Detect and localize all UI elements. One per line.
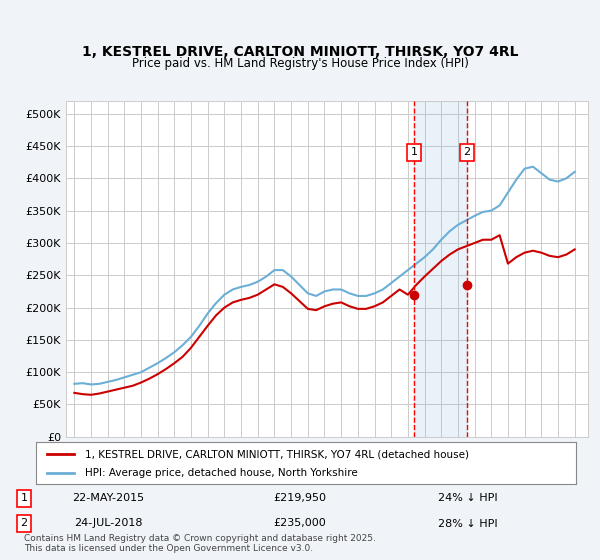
- Text: Price paid vs. HM Land Registry's House Price Index (HPI): Price paid vs. HM Land Registry's House …: [131, 57, 469, 70]
- Text: 22-MAY-2015: 22-MAY-2015: [72, 493, 144, 503]
- Text: 1, KESTREL DRIVE, CARLTON MINIOTT, THIRSK, YO7 4RL (detached house): 1, KESTREL DRIVE, CARLTON MINIOTT, THIRS…: [85, 449, 469, 459]
- Text: 1: 1: [20, 493, 28, 503]
- Bar: [414, 101, 467, 437]
- Text: £219,950: £219,950: [274, 493, 326, 503]
- Text: 28% ↓ HPI: 28% ↓ HPI: [438, 519, 498, 529]
- Text: HPI: Average price, detached house, North Yorkshire: HPI: Average price, detached house, Nort…: [85, 468, 358, 478]
- Text: 1, KESTREL DRIVE, CARLTON MINIOTT, THIRSK, YO7 4RL: 1, KESTREL DRIVE, CARLTON MINIOTT, THIRS…: [82, 45, 518, 59]
- Text: 24% ↓ HPI: 24% ↓ HPI: [438, 493, 498, 503]
- Text: 2: 2: [464, 147, 470, 157]
- Text: Contains HM Land Registry data © Crown copyright and database right 2025.
This d: Contains HM Land Registry data © Crown c…: [24, 534, 376, 553]
- Text: £235,000: £235,000: [274, 519, 326, 529]
- Text: 2: 2: [20, 519, 28, 529]
- Text: 24-JUL-2018: 24-JUL-2018: [74, 519, 142, 529]
- Text: 1: 1: [411, 147, 418, 157]
